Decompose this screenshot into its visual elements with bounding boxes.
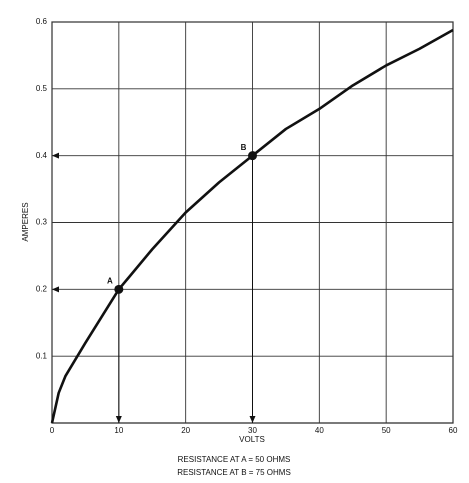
x-tick-label: 60 (449, 426, 458, 435)
x-tick-label: 40 (315, 426, 324, 435)
y-tick-label: 0.2 (36, 284, 48, 293)
point (248, 151, 257, 161)
y-tick-label: 0.6 (36, 17, 48, 26)
y-tick-label: 0.3 (36, 218, 48, 227)
y-tick-label: 0.4 (36, 151, 48, 160)
x-axis-label: VOLTS (239, 435, 265, 444)
y-tick-label: 0.1 (36, 351, 48, 360)
y-tick-label: 0.5 (36, 84, 48, 93)
arrow-head (52, 286, 59, 293)
x-tick-label: 30 (248, 426, 257, 435)
x-tick-label: 0 (50, 426, 55, 435)
data-line (50, 28, 454, 424)
point-label: A (107, 276, 113, 285)
arrow-head (115, 416, 122, 423)
x-tick-label: 50 (382, 426, 391, 435)
note: RESISTANCE AT A = 50 OHMS (178, 455, 291, 464)
arrow-head (52, 152, 59, 159)
point (114, 284, 124, 294)
note: RESISTANCE AT B = 75 OHMS (177, 468, 291, 477)
x-tick-label: 20 (181, 426, 190, 435)
arrow-head (249, 416, 256, 423)
y-axis-label: AMPERES (21, 202, 30, 241)
point-label: B (241, 143, 247, 152)
x-tick-label: 10 (114, 426, 123, 435)
